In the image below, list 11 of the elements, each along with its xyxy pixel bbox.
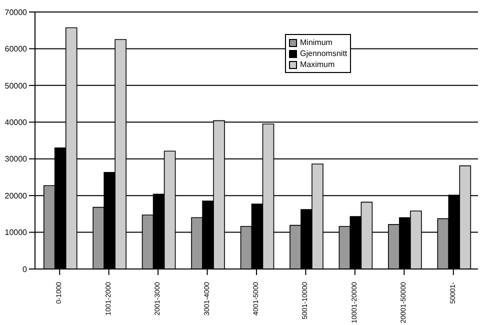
y-tick-label: 60000	[4, 44, 28, 54]
legend-label: Minimum	[300, 37, 332, 48]
legend-label: Gjennomsnitt	[300, 48, 348, 59]
y-tick-label: 30000	[4, 154, 28, 164]
y-tick-label: 0	[22, 264, 28, 274]
y-tick-label: 10000	[4, 228, 28, 238]
y-tick-label: 40000	[4, 118, 28, 127]
y-tick-label: 20000	[4, 191, 28, 200]
y-tick-label: 50000	[4, 81, 28, 90]
legend-label: Maximum	[300, 59, 335, 70]
y-tick-label: 70000	[4, 8, 28, 17]
